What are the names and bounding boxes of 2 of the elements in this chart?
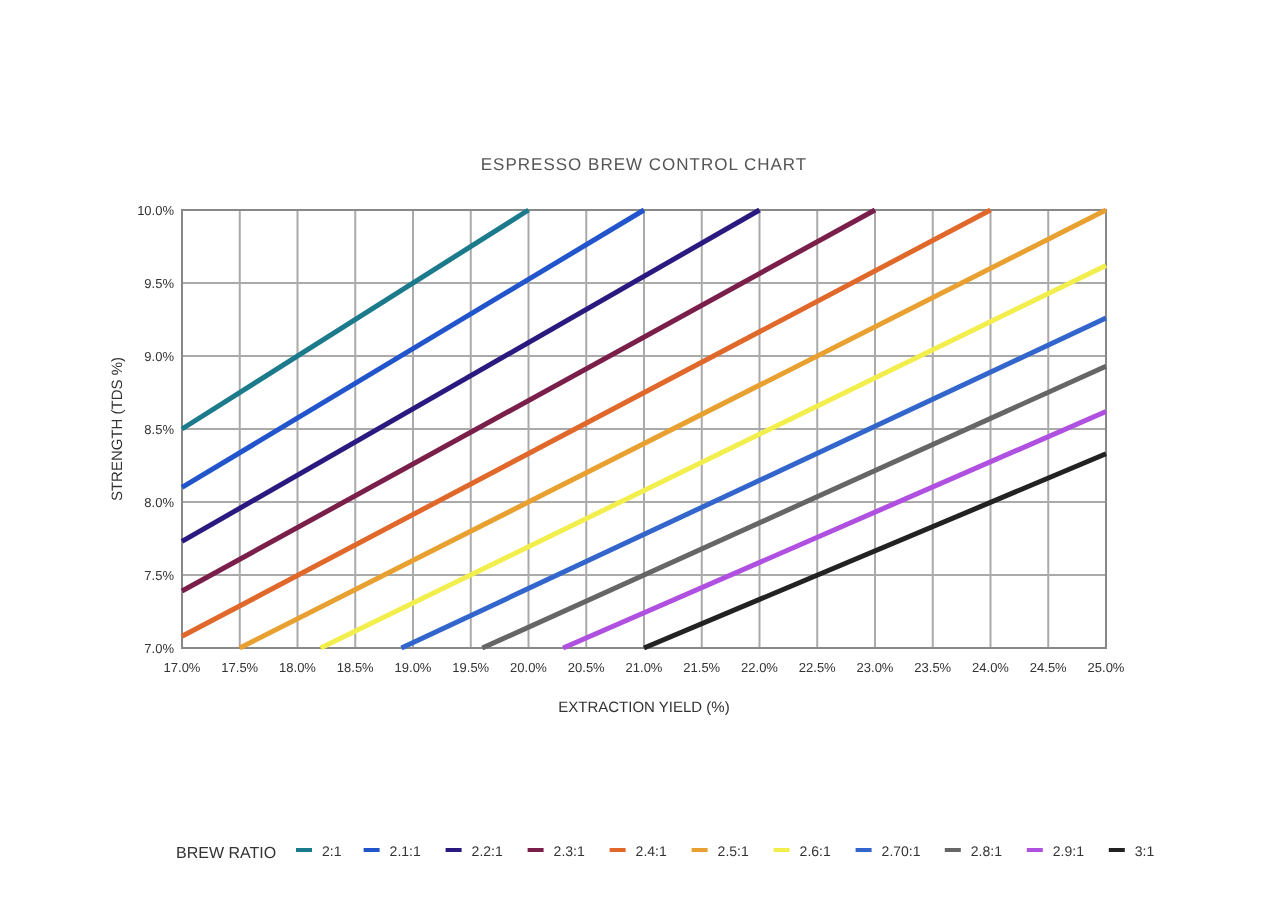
legend-title: BREW RATIO [176,844,277,862]
chart-title: ESPRESSO BREW CONTROL CHART [480,154,808,174]
